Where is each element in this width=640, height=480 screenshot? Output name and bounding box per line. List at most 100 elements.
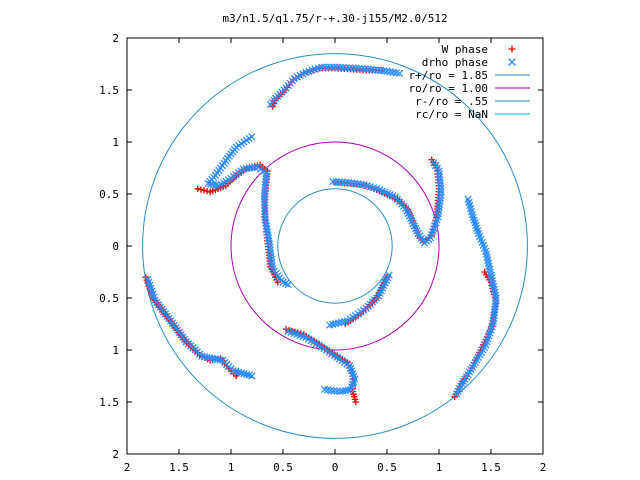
circle-0-55 — [277, 188, 393, 304]
legend-label: rc/ro = NaN — [415, 108, 488, 121]
drho-phase-point — [491, 303, 499, 311]
drho-phase-point — [248, 372, 256, 380]
drho-phase-point — [490, 314, 498, 322]
drho-phase-point — [261, 186, 269, 195]
legend-marker-cross — [508, 58, 516, 66]
reference-circles — [142, 53, 528, 439]
w-phase-point — [200, 187, 208, 194]
drho-phase-point — [261, 204, 269, 212]
drho-phase-point — [352, 64, 360, 73]
drho-phase-point — [317, 63, 326, 71]
legend-marker-plus — [508, 45, 516, 53]
drho-phase-point — [492, 297, 500, 305]
x-tick-label: 0.5 — [377, 461, 397, 474]
drho-phase-point — [358, 65, 366, 73]
drho-phase-point — [260, 195, 269, 203]
drho-phase-point — [436, 182, 445, 190]
drho-phase-point — [329, 177, 337, 186]
drho-phase-point — [260, 189, 269, 197]
drho-phase-point — [320, 63, 329, 71]
drho-phase-point — [395, 69, 404, 78]
y-tick-label: 1 — [112, 344, 119, 357]
y-tick-label: 0.5 — [99, 188, 119, 201]
drho-phase-point — [338, 178, 346, 186]
drho-phase-point — [361, 65, 369, 73]
y-tick-label: 0.5 — [99, 292, 119, 305]
w-phase-point — [309, 67, 317, 74]
drho-phase-point — [435, 173, 444, 181]
drho-phase-point — [490, 308, 499, 317]
drho-phase-point — [260, 192, 268, 200]
drho-phase-point — [436, 176, 444, 184]
drho-phase-point — [491, 305, 499, 314]
w-phase-point — [197, 186, 205, 193]
drho-phase-point — [262, 169, 271, 177]
w-phase-point — [451, 393, 458, 400]
drho-phase-point — [492, 294, 500, 302]
legend-label: r-/ro = .55 — [415, 95, 488, 108]
drho-phase-point — [339, 387, 347, 395]
x-tick-label: 1 — [228, 461, 235, 474]
drho-phase-point — [261, 183, 269, 192]
drho-phase-point — [332, 178, 340, 186]
drho-phase-point — [336, 63, 344, 71]
w-phase-point — [352, 398, 359, 406]
y-tick-label: 0 — [112, 240, 119, 253]
drho-phase-point — [335, 178, 343, 186]
drho-phase-point — [320, 385, 329, 394]
drho-phase-point — [284, 280, 292, 289]
x-tick-label: 0 — [332, 461, 339, 474]
drho-phase-point — [489, 317, 498, 325]
drho-phase-point — [261, 180, 269, 189]
x-tick-label: 1 — [436, 461, 443, 474]
drho-phase-point — [342, 64, 351, 72]
drho-phase-point — [437, 185, 445, 193]
y-tick-label: 1.5 — [99, 84, 119, 97]
w-phase-point — [306, 68, 314, 75]
x-tick-label: 1.5 — [169, 461, 189, 474]
y-tick-label: 2 — [112, 32, 119, 45]
w-phase-point — [194, 185, 201, 192]
drho-phase-point — [251, 163, 259, 172]
drho-phase-point — [345, 64, 354, 72]
drho-phase-point — [327, 63, 335, 71]
drho-phase-point — [436, 179, 444, 187]
drho-phase-point — [341, 178, 350, 187]
circle-1 — [230, 141, 440, 351]
y-tick-label: 1.5 — [99, 396, 119, 409]
drho-phase-point — [245, 164, 253, 172]
drho-phase-point — [349, 64, 357, 72]
drho-phase-point — [339, 63, 347, 72]
drho-phase-point — [239, 165, 248, 173]
drho-phase-point — [326, 321, 334, 329]
drho-phase-point — [344, 178, 353, 187]
drho-phase-point — [491, 300, 500, 308]
chart-title: m3/n1.5/q1.75/r-+.30-j155/M2.0/512 — [222, 12, 447, 25]
legend-label: r+/ro = 1.85 — [409, 69, 488, 82]
legend-label: ro/ro = 1.00 — [409, 82, 488, 95]
drho-phase-point — [435, 170, 443, 178]
x-tick-label: 0.5 — [273, 461, 293, 474]
drho-phase-point — [262, 175, 270, 183]
legend-label: W phase — [442, 43, 488, 56]
drho-phase-point — [262, 172, 270, 180]
drho-phase-point — [261, 178, 270, 186]
drho-phase-point — [355, 64, 363, 73]
drho-phase-point — [260, 198, 269, 206]
y-tick-label: 2 — [112, 448, 119, 461]
legend-label: drho phase — [422, 56, 488, 69]
drho-phase-point — [333, 63, 341, 71]
x-tick-label: 2 — [124, 461, 131, 474]
data-points — [142, 63, 500, 406]
drho-phase-point — [490, 311, 498, 319]
drho-phase-point — [324, 63, 332, 71]
circle-1-85 — [142, 53, 528, 439]
drho-phase-point — [330, 63, 338, 71]
x-tick-label: 2 — [540, 461, 547, 474]
x-tick-label: 1.5 — [481, 461, 501, 474]
drho-phase-point — [242, 164, 251, 173]
w-phase-point — [203, 187, 211, 195]
drho-phase-point — [261, 207, 269, 215]
